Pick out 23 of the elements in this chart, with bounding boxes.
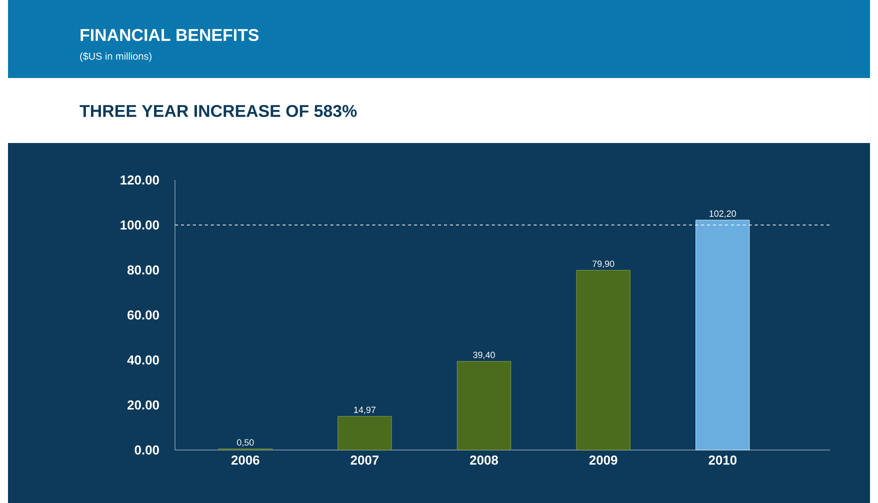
y-tick-label: 0.00 [134,445,159,455]
data-label: 39,40 [473,352,495,360]
y-tick-label: 20.00 [128,400,159,410]
bar [456,361,512,450]
data-label: 79,90 [592,260,614,268]
bar [338,416,392,450]
x-tick-label: 2010 [708,456,736,465]
data-label: 102,20 [710,210,736,218]
chart-subtitle: ($US in millions) [80,52,152,62]
x-tick-label: 2007 [350,456,379,465]
chart-title: FINANCIAL BENEFITS [80,28,259,41]
y-tick-label: 80.00 [127,265,159,275]
data-label: 0,50 [237,439,254,447]
text: THREE YEAR INCREASE OF 583% [80,104,357,117]
y-tick-label: 120.00 [120,175,159,185]
data-label: 14,97 [354,406,376,414]
x-tick-label: 2008 [470,456,498,465]
x-tick-label: 2006 [231,456,260,465]
y-tick-label: 40.00 [127,355,159,365]
y-tick-label: 100.00 [120,220,159,230]
x-tick-label: 2009 [589,456,618,465]
y-tick-label: 60.00 [128,310,159,320]
bar [576,270,630,450]
